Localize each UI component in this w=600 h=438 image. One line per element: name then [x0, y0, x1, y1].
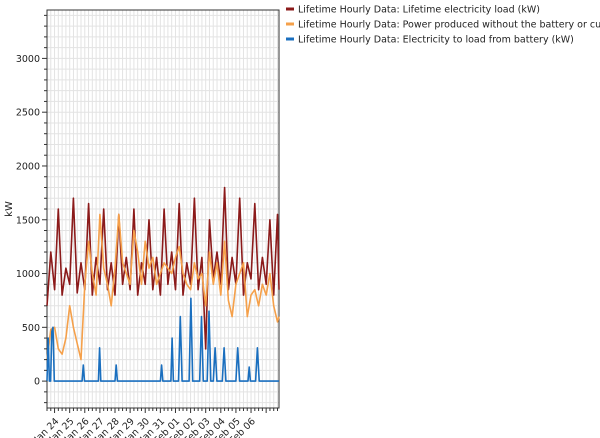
series-line-3: [46, 297, 279, 382]
y-axis: 0 500 1000 1500 2000 2500 3000: [16, 14, 47, 404]
legend: Lifetime Hourly Data: Lifetime electrici…: [286, 5, 600, 46]
legend-label-3: Lifetime Hourly Data: Electricity to loa…: [298, 35, 574, 46]
series-layer: [46, 186, 280, 382]
y-tick-label: 0: [34, 377, 40, 388]
y-tick-label: 2000: [16, 161, 40, 172]
series-line-2: [46, 213, 280, 361]
y-tick-label: 500: [22, 323, 40, 334]
y-tick-label: 2500: [16, 108, 40, 119]
legend-label-2: Lifetime Hourly Data: Power produced wit…: [298, 20, 600, 31]
y-tick-label: 1500: [16, 215, 40, 226]
y-tick-label: 3000: [16, 54, 40, 65]
y-axis-label: kW: [4, 201, 15, 217]
y-tick-label: 1000: [16, 269, 40, 280]
legend-label-1: Lifetime Hourly Data: Lifetime electrici…: [298, 5, 540, 16]
